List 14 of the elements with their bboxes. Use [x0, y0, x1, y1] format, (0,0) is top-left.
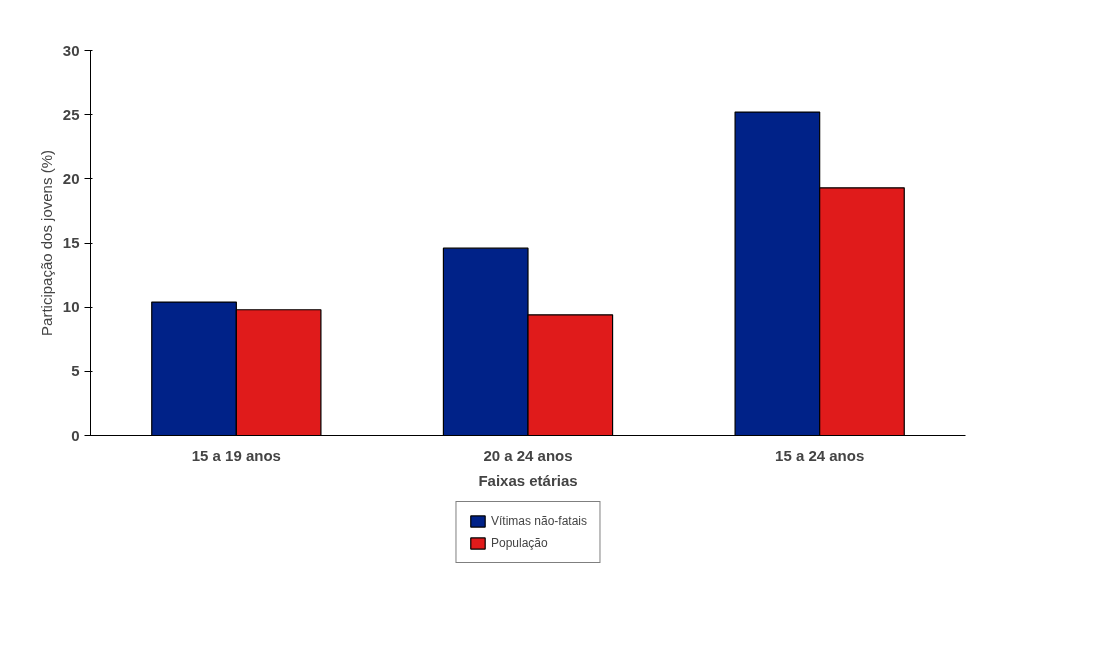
y-tick-label: 5	[71, 362, 80, 380]
x-tick-label: 20 a 24 anos	[483, 446, 573, 464]
y-tick-label: 25	[62, 105, 80, 123]
y-tick-label: 20	[62, 169, 80, 187]
y-tick-label: 15	[62, 234, 80, 251]
legend-label: População	[490, 536, 548, 550]
y-tick-label: 0	[71, 426, 80, 444]
legend-label: Vítimas não-fatais	[490, 514, 588, 528]
x-tick-label: 15 a 19 anos	[191, 446, 281, 464]
x-axis-title: Faixas etárias	[478, 471, 578, 489]
y-tick-label: 30	[62, 41, 80, 59]
y-axis-title: Participação dos jovens (%)	[37, 150, 55, 336]
x-tick-label: 15 a 24 anos	[775, 446, 865, 464]
y-tick-label: 10	[62, 298, 80, 316]
